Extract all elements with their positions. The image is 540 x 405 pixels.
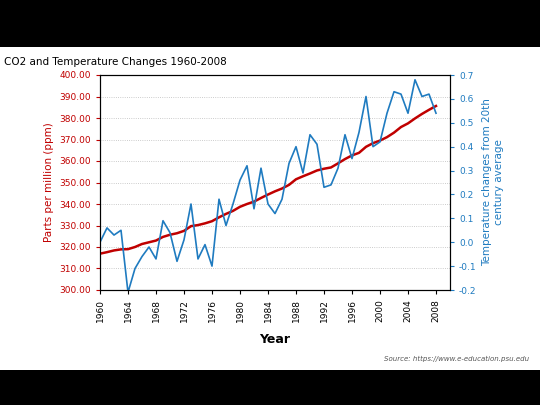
Y-axis label: Parts per million (ppm): Parts per million (ppm) [44, 123, 54, 242]
X-axis label: Year: Year [260, 333, 291, 346]
Text: Source: https://www.e-education.psu.edu: Source: https://www.e-education.psu.edu [384, 356, 529, 362]
Text: CO2 and Temperature Changes 1960-2008: CO2 and Temperature Changes 1960-2008 [4, 57, 227, 67]
Y-axis label: Temperature changes from 20th
century average: Temperature changes from 20th century av… [482, 98, 504, 266]
